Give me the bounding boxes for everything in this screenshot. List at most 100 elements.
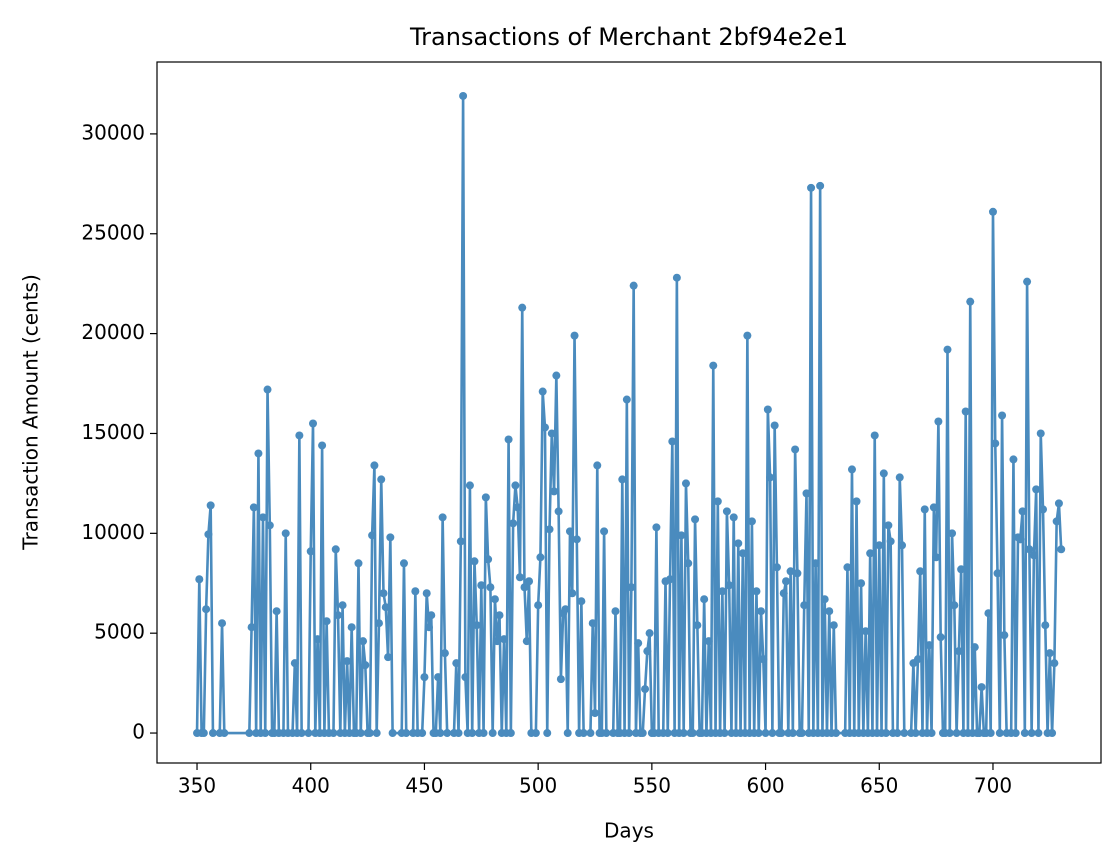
data-point	[365, 729, 374, 738]
data-point	[465, 481, 474, 490]
data-point	[356, 729, 365, 738]
data-point	[531, 729, 540, 738]
data-point	[857, 579, 866, 588]
data-point	[611, 607, 620, 616]
data-point	[961, 407, 970, 416]
data-point	[290, 659, 299, 668]
data-point	[468, 729, 477, 738]
data-point	[591, 709, 600, 718]
data-point	[418, 729, 427, 738]
data-point	[249, 503, 258, 512]
data-point	[334, 611, 343, 620]
data-point	[652, 523, 661, 532]
data-point	[306, 547, 315, 556]
data-point	[929, 503, 938, 512]
data-point	[359, 637, 368, 646]
data-point	[729, 513, 738, 522]
data-point	[543, 729, 552, 738]
data-point	[593, 461, 602, 470]
y-tick-label: 30000	[81, 120, 145, 144]
data-point	[438, 513, 447, 522]
data-point	[552, 371, 561, 380]
data-point	[424, 623, 433, 632]
data-point	[793, 569, 802, 578]
data-point	[1045, 649, 1054, 658]
data-point	[461, 673, 470, 682]
data-point	[509, 519, 518, 528]
data-point	[379, 589, 388, 598]
data-point	[843, 563, 852, 572]
data-point	[884, 521, 893, 530]
data-point	[374, 619, 383, 628]
data-point	[825, 607, 834, 616]
data-point	[459, 91, 468, 100]
data-point	[681, 479, 690, 488]
data-point	[536, 553, 545, 562]
data-point	[1020, 729, 1029, 738]
data-point	[1016, 535, 1025, 544]
data-point	[629, 281, 638, 290]
data-point	[645, 629, 654, 638]
data-point	[668, 437, 677, 446]
data-point	[693, 621, 702, 630]
data-point	[677, 531, 686, 540]
data-point	[752, 587, 761, 596]
data-point	[1036, 429, 1045, 438]
data-point	[456, 537, 465, 546]
data-point	[436, 729, 445, 738]
data-point	[295, 431, 304, 440]
data-point	[722, 507, 731, 516]
data-point	[950, 601, 959, 610]
data-point	[199, 729, 208, 738]
data-point	[786, 567, 795, 576]
x-axis-label: Days	[604, 819, 654, 843]
data-point	[934, 417, 943, 426]
data-point	[925, 641, 934, 650]
data-point	[556, 675, 565, 684]
data-point	[622, 395, 631, 404]
data-point	[709, 361, 718, 370]
data-point	[879, 469, 888, 478]
data-point	[515, 573, 524, 582]
y-tick-label: 10000	[81, 520, 145, 544]
data-point	[720, 729, 729, 738]
data-point	[870, 431, 879, 440]
data-point	[1009, 455, 1018, 464]
data-point	[331, 545, 340, 554]
data-point	[1050, 659, 1059, 668]
x-tick-label: 700	[974, 774, 1012, 798]
chart-title: Transactions of Merchant 2bf94e2e1	[409, 23, 848, 51]
data-point	[734, 539, 743, 548]
data-point	[377, 475, 386, 484]
data-line	[195, 94, 1063, 735]
data-point	[490, 595, 499, 604]
data-point	[313, 635, 322, 644]
data-point	[547, 429, 556, 438]
data-point	[811, 559, 820, 568]
data-point	[995, 729, 1004, 738]
data-point	[643, 647, 652, 656]
data-point	[847, 465, 856, 474]
data-point	[534, 601, 543, 610]
data-point	[782, 577, 791, 586]
data-point	[991, 439, 1000, 448]
data-point	[943, 345, 952, 354]
data-point	[763, 405, 772, 414]
data-point	[772, 563, 781, 572]
data-point	[579, 729, 588, 738]
data-point	[627, 583, 636, 592]
data-point	[568, 589, 577, 598]
data-point	[984, 609, 993, 618]
data-point	[688, 729, 697, 738]
data-point	[911, 729, 920, 738]
data-point	[261, 729, 270, 738]
data-point	[832, 729, 841, 738]
data-point	[493, 637, 502, 646]
data-point	[577, 597, 586, 606]
data-point	[768, 729, 777, 738]
data-point	[802, 489, 811, 498]
data-point	[788, 729, 797, 738]
data-point	[1032, 485, 1041, 494]
data-point	[625, 729, 634, 738]
data-point	[554, 507, 563, 516]
